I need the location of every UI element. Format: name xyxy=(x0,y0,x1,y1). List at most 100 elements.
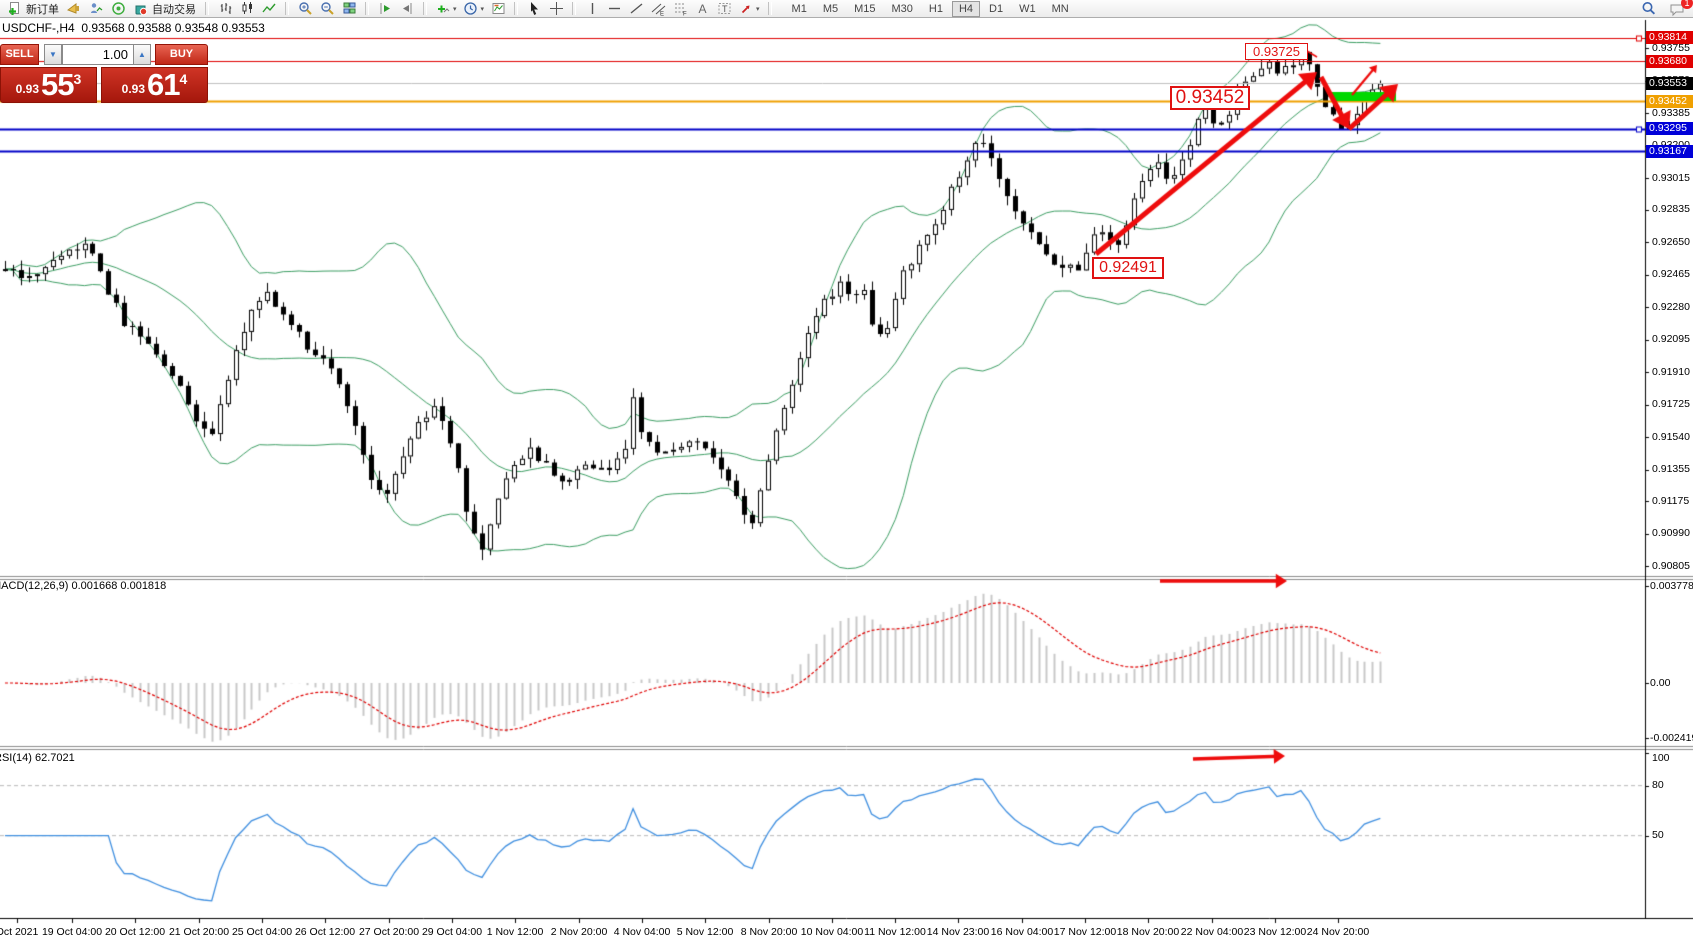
sell-button[interactable]: SELL xyxy=(0,44,39,65)
templates-icon[interactable] xyxy=(488,1,508,17)
channel-icon[interactable]: E xyxy=(648,1,668,17)
time-label: 5 Nov 12:00 xyxy=(676,926,734,938)
toolbar-right: 1 xyxy=(1639,0,1693,18)
tab-timeframe-W1[interactable]: W1 xyxy=(1019,2,1036,15)
candlestick-chart-icon[interactable] xyxy=(237,1,257,17)
auto-scroll-icon[interactable] xyxy=(375,1,395,17)
toolbar-separator xyxy=(285,2,289,15)
text-icon[interactable]: A xyxy=(692,1,712,17)
tile-windows-icon[interactable] xyxy=(339,1,359,17)
toolbar-separator xyxy=(423,2,427,15)
toolbar-separator xyxy=(205,2,209,15)
indicators-icon[interactable] xyxy=(433,1,453,17)
tab-timeframe-H1[interactable]: H1 xyxy=(928,2,943,15)
time-label: 8 Nov 20:00 xyxy=(740,926,798,938)
zoom-in-icon[interactable] xyxy=(295,1,315,17)
zoom-out-icon[interactable] xyxy=(317,1,337,17)
market-radar-icon[interactable] xyxy=(108,1,128,17)
price-tick: 0.91175 xyxy=(1652,494,1690,507)
tab-timeframe-M1[interactable]: M1 xyxy=(791,2,807,15)
chat-icon[interactable]: 1 xyxy=(1667,0,1693,17)
time-label: 10 Nov 04:00 xyxy=(800,926,864,938)
time-label: 20 Oct 12:00 xyxy=(104,926,166,938)
buy-price-display[interactable]: 0.93 61 4 xyxy=(101,67,208,103)
annotation-box[interactable]: 0.93452 xyxy=(1170,86,1250,110)
time-label: 21 Oct 20:00 xyxy=(168,926,230,938)
line-chart-icon[interactable] xyxy=(259,1,279,17)
text-label-icon[interactable]: T xyxy=(714,1,734,17)
trendline-icon[interactable] xyxy=(626,1,646,17)
autotrading-button[interactable]: 自动交易 xyxy=(152,3,196,16)
svg-text:E: E xyxy=(660,12,664,17)
new-order-icon[interactable] xyxy=(4,1,24,17)
price-tick: 0.92095 xyxy=(1652,333,1690,346)
fibonacci-icon[interactable]: F xyxy=(670,1,690,17)
tab-timeframe-M5[interactable]: M5 xyxy=(822,2,839,15)
tab-timeframe-MN[interactable]: MN xyxy=(1051,2,1069,15)
price-tick: 0.92465 xyxy=(1652,268,1690,281)
macd-axis-label: 0.00 xyxy=(1650,676,1671,689)
macd-axis-label: 0.003778 xyxy=(1650,579,1693,592)
sell-price-display[interactable]: 0.93 55 3 xyxy=(0,67,97,103)
tab-timeframe-D1[interactable]: D1 xyxy=(989,2,1004,15)
one-click-trade-panel: SELL ▼ 1.00 ▲ BUY 0.93 55 3 0.93 61 4 xyxy=(0,44,209,104)
time-label: 1 Nov 12:00 xyxy=(486,926,544,938)
macd-label: MACD(12,26,9) 0.001668 0.001818 xyxy=(0,580,167,592)
chart-shift-icon[interactable] xyxy=(397,1,417,17)
time-label: 16 Nov 04:00 xyxy=(990,926,1054,938)
horn-icon[interactable] xyxy=(64,1,84,17)
price-tick: 0.93385 xyxy=(1652,106,1690,119)
time-label: 26 Oct 12:00 xyxy=(294,926,356,938)
time-label: 25 Oct 04:00 xyxy=(231,926,293,938)
rsi-axis-label: 80 xyxy=(1652,779,1664,792)
price-badge: 0.93814 xyxy=(1646,31,1693,45)
profile-chart-icon[interactable] xyxy=(86,1,106,17)
price-tick: 0.90990 xyxy=(1652,527,1690,540)
indicators-dropdown-caret[interactable]: ▾ xyxy=(453,5,457,13)
buy-price-prefix: 0.93 xyxy=(121,82,146,96)
annotation-box[interactable]: 0.92491 xyxy=(1092,257,1164,279)
rsi-label: RSI(14) 62.7021 xyxy=(0,752,75,764)
rsi-axis-label: 100 xyxy=(1652,752,1670,764)
time-label: 23 Nov 12:00 xyxy=(1243,926,1307,938)
price-tick: 0.92835 xyxy=(1652,203,1690,216)
annotation-box[interactable]: 0.93725 xyxy=(1245,43,1308,60)
price-badge: 0.93553 xyxy=(1646,76,1693,90)
arrows-icon[interactable] xyxy=(736,1,756,17)
timeframe-group: M1 M5 M15 M30 H1 H4 D1 W1 MN xyxy=(784,0,1077,17)
vertical-line-icon[interactable] xyxy=(582,1,602,17)
price-tick: 0.91540 xyxy=(1652,430,1690,443)
buy-button[interactable]: BUY xyxy=(155,44,208,65)
time-label: 4 Nov 04:00 xyxy=(613,926,671,938)
time-label: 11 Nov 12:00 xyxy=(864,926,926,938)
autotrading-icon[interactable] xyxy=(130,1,150,17)
sell-price-prefix: 0.93 xyxy=(15,82,40,96)
search-icon[interactable] xyxy=(1639,1,1659,17)
horizontal-line-icon[interactable] xyxy=(604,1,624,17)
tab-timeframe-M15[interactable]: M15 xyxy=(854,2,876,15)
volume-decrease-button[interactable]: ▼ xyxy=(44,44,62,65)
price-tick: 0.91725 xyxy=(1652,398,1690,411)
tab-timeframe-H4[interactable]: H4 xyxy=(951,0,981,17)
price-tick: 0.91910 xyxy=(1652,365,1690,378)
arrows-dropdown-caret[interactable]: ▾ xyxy=(756,5,760,13)
volume-increase-button[interactable]: ▲ xyxy=(133,44,151,65)
time-label: 14 Nov 23:00 xyxy=(926,926,990,938)
svg-text:T: T xyxy=(722,4,728,14)
buy-price-superscript: 4 xyxy=(179,71,188,87)
tab-timeframe-M30[interactable]: M30 xyxy=(891,2,913,15)
volume-input[interactable]: 1.00 xyxy=(62,44,134,65)
bar-chart-icon[interactable] xyxy=(215,1,235,17)
macd-axis-label: -0.002419 xyxy=(1650,731,1693,744)
periods-dropdown-caret[interactable]: ▾ xyxy=(480,5,485,13)
periods-icon[interactable] xyxy=(461,1,481,17)
price-tick: 0.91355 xyxy=(1652,463,1690,476)
price-tick: 0.93015 xyxy=(1652,171,1690,184)
new-order-button[interactable]: 新订单 xyxy=(26,3,59,16)
crosshair-icon[interactable] xyxy=(546,1,566,17)
cursor-icon[interactable] xyxy=(524,1,544,17)
price-badge: 0.93452 xyxy=(1646,94,1693,108)
price-badge: 0.93295 xyxy=(1646,122,1693,136)
